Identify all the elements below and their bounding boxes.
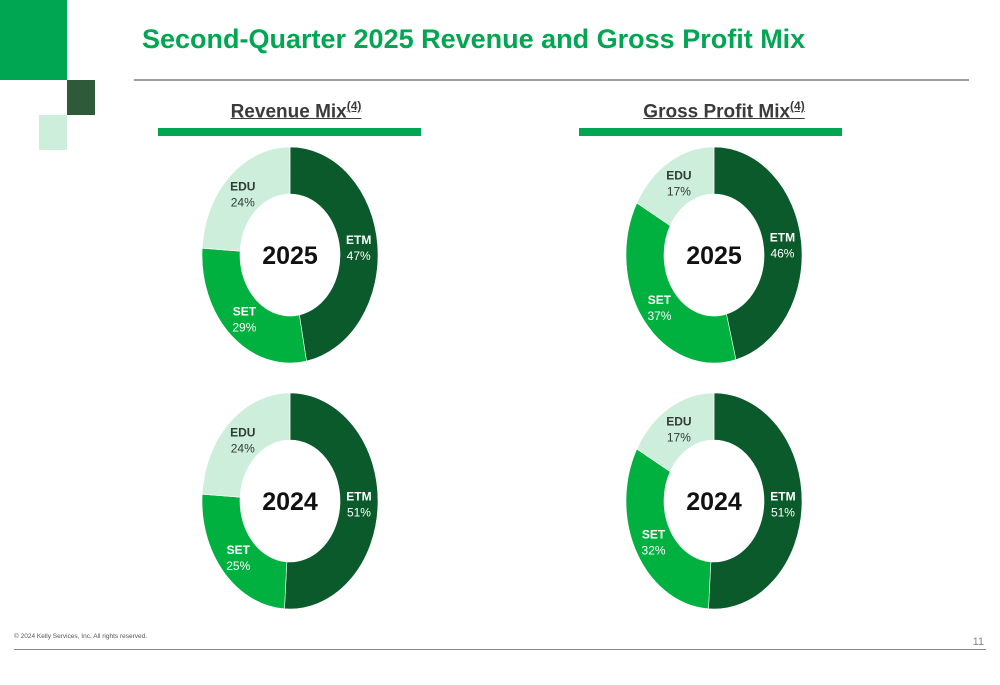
slice-edu bbox=[636, 146, 715, 227]
slice-value-etm: 46% bbox=[770, 246, 794, 260]
donut-chart-gross-profit-2025: ETM 46% SET 37% EDU 17% 2025 bbox=[625, 146, 803, 364]
gross-profit-mix-footnote: (4) bbox=[790, 99, 805, 113]
slice-label-edu: EDU bbox=[230, 179, 255, 193]
slice-value-edu: 17% bbox=[667, 184, 691, 198]
corner-decoration-block bbox=[0, 0, 67, 80]
slice-label-set: SET bbox=[227, 543, 251, 557]
slice-edu bbox=[201, 392, 291, 498]
corner-decoration-square-light bbox=[39, 115, 67, 150]
slice-label-etm: ETM bbox=[770, 230, 795, 244]
slice-value-edu: 24% bbox=[231, 195, 255, 209]
slice-label-etm: ETM bbox=[770, 490, 795, 504]
footer-copyright: © 2024 Kelly Services, Inc. All rights r… bbox=[14, 633, 148, 640]
slice-label-set: SET bbox=[648, 293, 672, 307]
slice-etm bbox=[289, 146, 379, 362]
donut-center-year: 2024 bbox=[686, 488, 742, 516]
donut-center-year: 2025 bbox=[262, 242, 318, 270]
gross-profit-mix-bar bbox=[579, 128, 842, 136]
gross-profit-mix-label: Gross Profit Mix bbox=[643, 101, 791, 123]
page-number: 11 bbox=[972, 636, 984, 648]
donut-chart-revenue-2024: ETM 51% SET 25% EDU 24% 2024 bbox=[201, 392, 379, 610]
slice-value-etm: 51% bbox=[347, 506, 371, 520]
slice-value-etm: 47% bbox=[347, 249, 371, 263]
donut-chart-revenue-2025: ETM 47% SET 29% EDU 24% 2025 bbox=[201, 146, 379, 364]
donut-center-year: 2025 bbox=[686, 242, 742, 270]
footer-divider bbox=[14, 649, 986, 650]
slice-label-set: SET bbox=[233, 304, 257, 318]
slice-value-set: 29% bbox=[232, 320, 256, 334]
slice-etm bbox=[713, 146, 803, 360]
slice-label-edu: EDU bbox=[230, 425, 255, 439]
slice-label-edu: EDU bbox=[666, 168, 691, 182]
slice-edu bbox=[201, 146, 291, 252]
corner-decoration-square-dark bbox=[67, 80, 95, 115]
slice-value-etm: 51% bbox=[771, 506, 795, 520]
slice-set bbox=[625, 202, 737, 364]
page-title: Second-Quarter 2025 Revenue and Gross Pr… bbox=[142, 24, 806, 54]
donut-center-year: 2024 bbox=[262, 488, 318, 516]
donut-chart-gross-profit-2024: ETM 51% SET 32% EDU 17% 2024 bbox=[625, 392, 803, 610]
revenue-mix-label: Revenue Mix bbox=[230, 101, 347, 123]
slice-label-etm: ETM bbox=[346, 490, 371, 504]
slice-label-edu: EDU bbox=[666, 414, 691, 428]
revenue-mix-bar bbox=[158, 128, 421, 136]
title-divider bbox=[134, 79, 969, 81]
slice-value-set: 32% bbox=[642, 544, 666, 558]
slice-value-set: 37% bbox=[647, 309, 671, 323]
slice-value-set: 25% bbox=[226, 559, 250, 573]
slice-etm bbox=[708, 392, 803, 610]
slice-set bbox=[201, 493, 288, 610]
slice-value-edu: 24% bbox=[231, 441, 255, 455]
slice-label-etm: ETM bbox=[346, 233, 371, 247]
gross-profit-mix-heading: Gross Profit Mix(4) bbox=[643, 99, 804, 123]
slice-edu bbox=[636, 392, 715, 473]
slice-set bbox=[201, 247, 307, 364]
slice-set bbox=[625, 448, 712, 610]
slice-value-edu: 17% bbox=[667, 430, 691, 444]
revenue-mix-footnote: (4) bbox=[346, 99, 362, 113]
slice-etm bbox=[284, 392, 379, 610]
revenue-mix-heading: Revenue Mix(4) bbox=[231, 99, 362, 123]
slice-label-set: SET bbox=[642, 528, 666, 542]
